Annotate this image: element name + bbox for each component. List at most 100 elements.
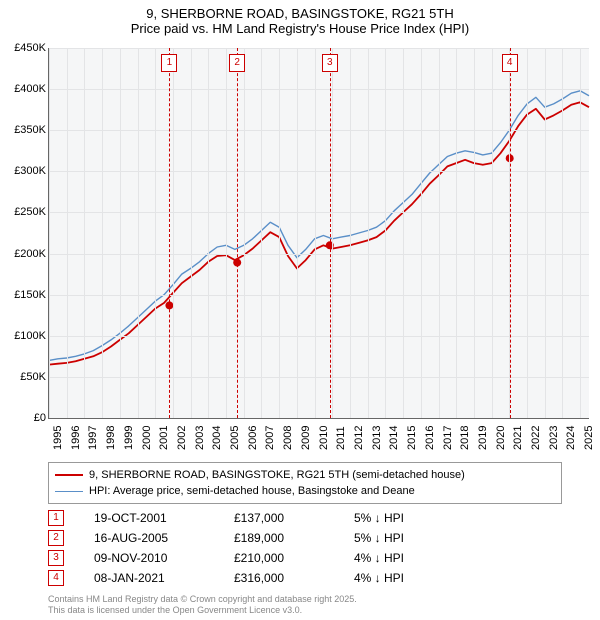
x-axis-tick-label: 2007 (264, 426, 276, 450)
sale-price: £210,000 (234, 551, 354, 565)
y-axis-tick-label: £100K (2, 330, 46, 342)
gridline-vertical (244, 48, 245, 418)
gridline-vertical (120, 48, 121, 418)
gridline-vertical (492, 48, 493, 418)
sale-price: £316,000 (234, 571, 354, 585)
legend-item: 9, SHERBORNE ROAD, BASINGSTOKE, RG21 5TH… (55, 467, 555, 483)
chart-container: 9, SHERBORNE ROAD, BASINGSTOKE, RG21 5TH… (0, 0, 600, 620)
x-axis-tick-label: 2021 (512, 426, 524, 450)
x-axis-tick-label: 2012 (353, 426, 365, 450)
y-axis-tick-label: £150K (2, 289, 46, 301)
x-axis-tick-label: 2006 (247, 426, 259, 450)
sales-table: 1 19-OCT-2001£137,0005% ↓ HPI 2 16-AUG-2005… (48, 508, 474, 588)
y-axis-tick-label: £300K (2, 165, 46, 177)
sale-date: 16-AUG-2005 (94, 531, 234, 545)
gridline-vertical (545, 48, 546, 418)
x-axis-tick-label: 2002 (176, 426, 188, 450)
x-axis-tick-label: 2016 (424, 426, 436, 450)
footer-attribution: Contains HM Land Registry data © Crown c… (48, 594, 357, 616)
x-axis-tick-label: 2017 (442, 426, 454, 450)
sale-marker-line (169, 48, 171, 418)
sale-price: £189,000 (234, 531, 354, 545)
gridline-horizontal (49, 295, 589, 296)
sale-date: 19-OCT-2001 (94, 511, 234, 525)
gridline-vertical (527, 48, 528, 418)
gridline-vertical (580, 48, 581, 418)
x-axis-tick-label: 2022 (530, 426, 542, 450)
series-line-hpi (49, 91, 589, 361)
sale-hpi-diff: 4% ↓ HPI (354, 551, 474, 565)
sale-row: 1 19-OCT-2001£137,0005% ↓ HPI (48, 508, 474, 528)
gridline-vertical (173, 48, 174, 418)
x-axis-tick-label: 2015 (406, 426, 418, 450)
chart-plot-area: 1234 (48, 48, 589, 419)
sale-index-box: 1 (48, 510, 64, 526)
sale-row: 309-NOV-2010£210,0004% ↓ HPI (48, 548, 474, 568)
sale-index-box: 4 (48, 570, 64, 586)
gridline-vertical (67, 48, 68, 418)
y-axis-tick-label: £350K (2, 124, 46, 136)
y-axis-tick-label: £200K (2, 248, 46, 260)
sale-price: £137,000 (234, 511, 354, 525)
gridline-horizontal (49, 130, 589, 131)
y-axis-tick-label: £250K (2, 206, 46, 218)
y-axis-tick-label: £0 (2, 412, 46, 424)
x-axis-tick-label: 2004 (211, 426, 223, 450)
chart-titles: 9, SHERBORNE ROAD, BASINGSTOKE, RG21 5TH… (0, 0, 600, 36)
gridline-vertical (368, 48, 369, 418)
sale-index-box: 2 (48, 530, 64, 546)
x-axis-tick-label: 2023 (548, 426, 560, 450)
gridline-horizontal (49, 212, 589, 213)
x-axis-tick-label: 2005 (229, 426, 241, 450)
x-axis-tick-label: 2013 (371, 426, 383, 450)
x-axis-tick-label: 2000 (141, 426, 153, 450)
x-axis-tick-label: 2008 (282, 426, 294, 450)
sale-marker-box: 4 (502, 54, 518, 72)
title-address: 9, SHERBORNE ROAD, BASINGSTOKE, RG21 5TH (0, 6, 600, 21)
sale-marker-box: 2 (229, 54, 245, 72)
sale-marker-line (330, 48, 332, 418)
x-axis-tick-label: 1995 (52, 426, 64, 450)
x-axis-tick-label: 2014 (388, 426, 400, 450)
x-axis-tick-label: 2001 (158, 426, 170, 450)
gridline-vertical (385, 48, 386, 418)
x-axis-tick-label: 2011 (335, 426, 347, 450)
x-axis-tick-label: 1998 (105, 426, 117, 450)
gridline-vertical (102, 48, 103, 418)
legend-label: HPI: Average price, semi-detached house,… (89, 485, 415, 497)
gridline-vertical (562, 48, 563, 418)
sale-index-box: 3 (48, 550, 64, 566)
chart-lines-svg (49, 48, 589, 418)
gridline-vertical (155, 48, 156, 418)
sale-hpi-diff: 5% ↓ HPI (354, 511, 474, 525)
gridline-vertical (350, 48, 351, 418)
legend-swatch-icon (55, 491, 83, 492)
title-subtitle: Price paid vs. HM Land Registry's House … (0, 21, 600, 36)
x-axis-tick-label: 2019 (477, 426, 489, 450)
gridline-vertical (191, 48, 192, 418)
sale-marker-line (510, 48, 512, 418)
gridline-vertical (138, 48, 139, 418)
gridline-horizontal (49, 254, 589, 255)
gridline-vertical (439, 48, 440, 418)
sale-marker-box: 3 (322, 54, 338, 72)
legend-swatch-icon (55, 474, 83, 476)
y-axis-tick-label: £50K (2, 371, 46, 383)
x-axis-tick-label: 2009 (300, 426, 312, 450)
gridline-vertical (84, 48, 85, 418)
gridline-vertical (421, 48, 422, 418)
legend-label: 9, SHERBORNE ROAD, BASINGSTOKE, RG21 5TH… (89, 469, 465, 481)
sale-row: 408-JAN-2021£316,0004% ↓ HPI (48, 568, 474, 588)
gridline-vertical (49, 48, 50, 418)
gridline-vertical (279, 48, 280, 418)
sale-row: 216-AUG-2005£189,0005% ↓ HPI (48, 528, 474, 548)
x-axis-tick-label: 1999 (123, 426, 135, 450)
footer-line: This data is licensed under the Open Gov… (48, 605, 357, 616)
gridline-horizontal (49, 171, 589, 172)
gridline-horizontal (49, 48, 589, 49)
legend-box: 9, SHERBORNE ROAD, BASINGSTOKE, RG21 5TH… (48, 462, 562, 504)
x-axis-tick-label: 2025 (583, 426, 595, 450)
gridline-vertical (332, 48, 333, 418)
x-axis-tick-label: 2010 (318, 426, 330, 450)
x-axis-tick-label: 1996 (70, 426, 82, 450)
